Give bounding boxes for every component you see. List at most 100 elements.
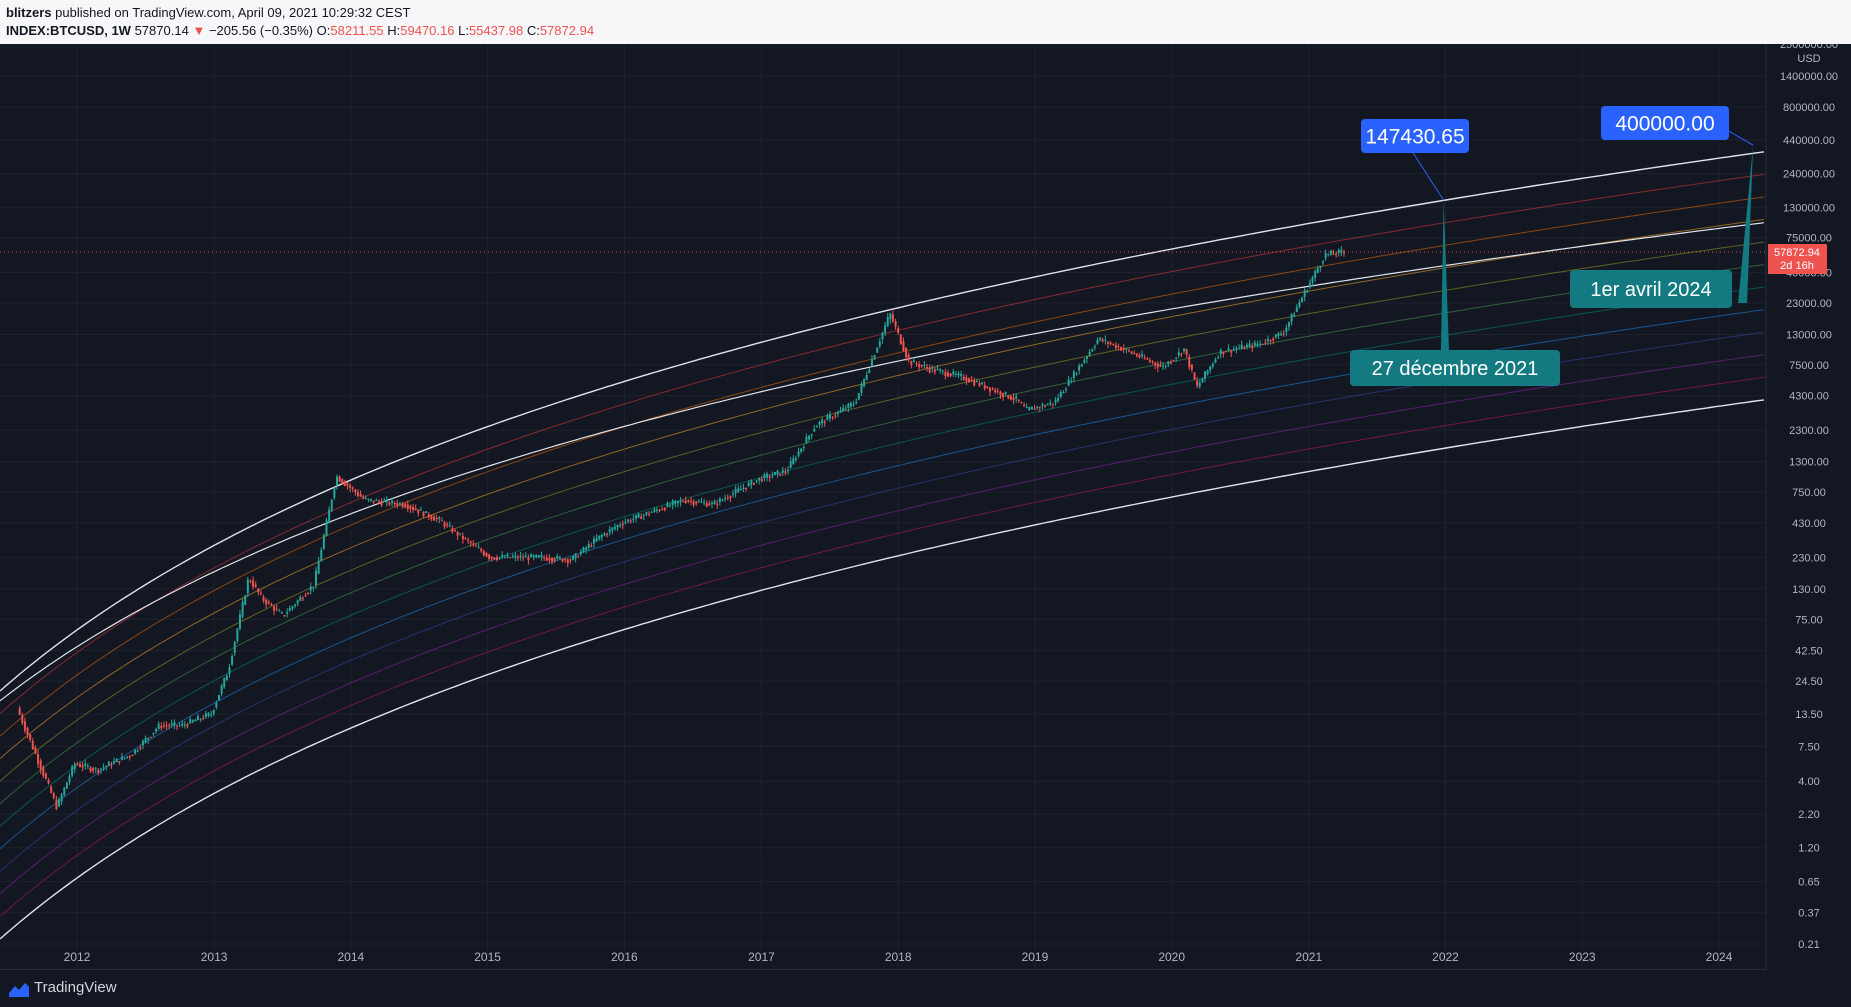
author-name[interactable]: blitzers [6,5,52,20]
y-tick-label: 4.00 [1798,776,1819,788]
candle-body [346,483,349,487]
candle-body [587,544,590,548]
candle-body [183,724,186,726]
candle-body [490,556,493,559]
candle-body [860,384,863,393]
candle-body [873,355,876,360]
candle-body [194,720,197,722]
candle-body [915,363,918,365]
candle-body [406,504,409,510]
candle-body [897,327,900,333]
candle-body [359,494,362,497]
candle-body [309,586,312,591]
candle-body [1028,407,1031,411]
candle-body [23,721,26,731]
candle-body [472,543,475,545]
candle-body [1154,362,1157,366]
candle-body [648,513,651,515]
candle-body [1340,249,1343,253]
candle-body [110,764,113,766]
annotation-pointer [1738,145,1754,303]
candle-body [396,503,399,506]
candle-body [1046,404,1049,406]
candle-body [776,470,779,475]
candle-body [1146,358,1149,360]
x-tick-label: 2014 [338,950,365,964]
candle-body [1151,361,1154,363]
candle-body [467,539,470,541]
candle-body [784,471,787,473]
candle-body [991,388,994,390]
candle-body [1188,356,1191,368]
candle-body [564,559,567,561]
down-arrow-icon: ▼ [192,23,206,38]
y-tick-label: 440000.00 [1783,135,1835,147]
candle-body [1067,379,1070,386]
y-tick-label: 4300.00 [1789,391,1829,403]
candle-body [215,702,218,708]
candle-body [831,417,834,419]
candle-body [63,787,66,796]
candle-body [477,547,480,549]
candle-body [637,513,640,518]
candle-body [105,765,108,767]
y-tick-label: 0.65 [1798,877,1819,889]
candle-body [731,493,734,495]
candle-body [1269,340,1272,342]
candle-body [999,391,1002,396]
candle-body [1057,397,1060,401]
candle-body [157,723,160,729]
candle-body [412,507,415,510]
candle-body [1062,392,1065,394]
candle-body [160,726,163,728]
candle-body [443,522,446,527]
candle-body [509,557,512,559]
candle-body [1093,346,1096,348]
candle-body [459,533,462,535]
candle-body [616,525,619,528]
candle-body [1172,360,1175,362]
candle-body [721,499,724,501]
y-tick-label: 1300.00 [1789,457,1829,469]
candle-body [655,509,658,511]
candle-body [380,501,383,506]
candle-body [1185,349,1188,355]
candle-body [461,536,464,540]
candle-body [246,579,249,593]
candle-body [794,458,797,460]
candle-body [516,557,519,559]
candle-body [855,402,858,404]
chart-svg[interactable]: 147430.65 27 décembre 2021 400000.00 1er av… [0,39,1851,970]
candle-body [178,724,181,726]
chart-area[interactable]: 147430.65 27 décembre 2021 400000.00 1er av… [0,39,1851,970]
candle-body [391,500,394,503]
candle-body [548,557,551,561]
candle-body [847,403,850,408]
candle-body [1311,277,1314,283]
publisher-line: blitzers published on TradingView.com, A… [6,5,410,20]
candle-body [29,734,32,740]
candle-body [789,461,792,469]
symbol-name[interactable]: INDEX:BTCUSD, 1W [6,23,131,38]
candle-body [115,758,118,763]
last-price: 57870.14 [134,23,189,38]
candle-body [763,474,766,479]
candle-body [1017,399,1020,401]
candle-body [147,737,150,740]
candle-body [781,470,784,473]
candle-body [1193,372,1196,380]
candle-body [249,580,252,582]
y-tick-label: 230.00 [1792,552,1826,564]
footer-brand[interactable]: TradingView [34,979,117,996]
candle-body [703,502,706,504]
y-tick-label: 42.50 [1795,646,1823,658]
y-tick-label: 2.20 [1798,809,1819,821]
y-tick-label: 13.50 [1795,709,1823,721]
annotation-connector [1409,147,1445,201]
tradingview-logo-icon[interactable] [8,980,30,998]
candle-body [1190,364,1193,370]
candle-body [1219,349,1222,355]
candle-body [330,499,333,511]
y-tick-label: 2300.00 [1789,425,1829,437]
candle-body [139,747,142,749]
